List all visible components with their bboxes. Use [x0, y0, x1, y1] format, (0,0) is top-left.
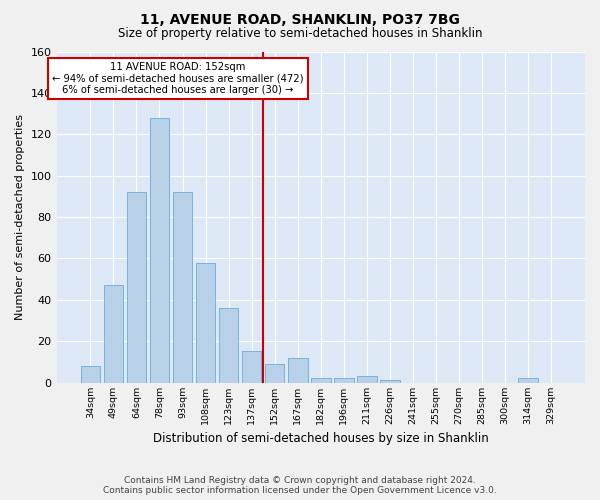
Bar — [80, 366, 100, 382]
Text: Contains HM Land Registry data © Crown copyright and database right 2024.
Contai: Contains HM Land Registry data © Crown c… — [103, 476, 497, 495]
Bar — [288, 358, 308, 382]
Bar — [265, 364, 284, 382]
X-axis label: Distribution of semi-detached houses by size in Shanklin: Distribution of semi-detached houses by … — [153, 432, 488, 445]
Bar — [104, 286, 123, 382]
Bar — [127, 192, 146, 382]
Text: Size of property relative to semi-detached houses in Shanklin: Size of property relative to semi-detach… — [118, 28, 482, 40]
Bar — [149, 118, 169, 382]
Bar — [311, 378, 331, 382]
Text: 11 AVENUE ROAD: 152sqm
← 94% of semi-detached houses are smaller (472)
6% of sem: 11 AVENUE ROAD: 152sqm ← 94% of semi-det… — [52, 62, 304, 95]
Bar — [334, 378, 353, 382]
Bar — [219, 308, 238, 382]
Y-axis label: Number of semi-detached properties: Number of semi-detached properties — [15, 114, 25, 320]
Bar — [173, 192, 193, 382]
Bar — [357, 376, 377, 382]
Bar — [518, 378, 538, 382]
Text: 11, AVENUE ROAD, SHANKLIN, PO37 7BG: 11, AVENUE ROAD, SHANKLIN, PO37 7BG — [140, 12, 460, 26]
Bar — [380, 380, 400, 382]
Bar — [196, 262, 215, 382]
Bar — [242, 352, 262, 382]
